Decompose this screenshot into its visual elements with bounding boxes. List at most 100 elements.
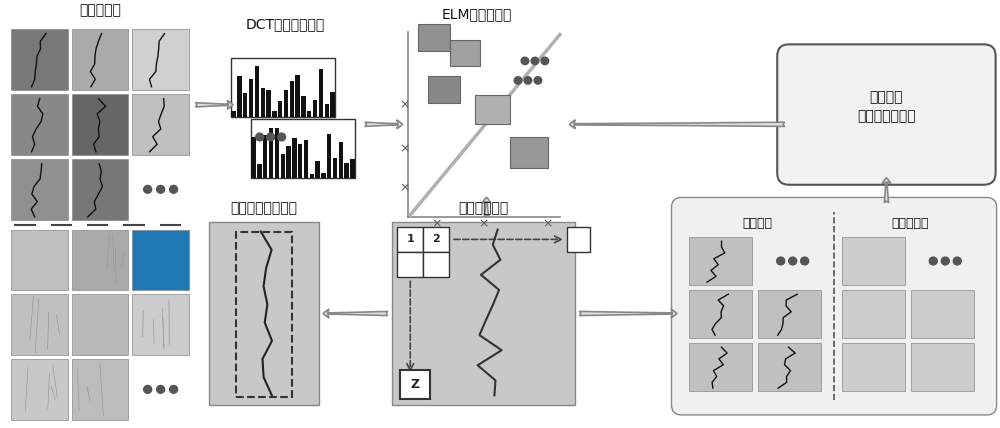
Text: 裂缝块图: 裂缝块图 xyxy=(743,217,773,230)
Bar xyxy=(292,137,297,178)
Bar xyxy=(423,227,449,252)
Bar xyxy=(72,159,128,220)
Circle shape xyxy=(157,185,165,193)
Circle shape xyxy=(256,133,264,141)
Bar xyxy=(251,119,355,178)
Circle shape xyxy=(531,57,539,65)
Bar xyxy=(428,75,460,103)
Bar xyxy=(132,230,189,291)
Bar xyxy=(237,76,242,116)
Bar xyxy=(261,88,265,116)
Bar xyxy=(567,227,590,252)
Text: 实际采集图像: 实际采集图像 xyxy=(458,201,509,215)
Bar xyxy=(392,222,575,405)
Circle shape xyxy=(157,386,165,393)
Circle shape xyxy=(170,386,178,393)
Bar xyxy=(255,66,259,116)
Text: DCT频域特征提取: DCT频域特征提取 xyxy=(246,18,325,32)
Bar xyxy=(263,135,267,178)
Bar xyxy=(758,291,821,338)
Bar xyxy=(236,232,292,397)
Text: ×: × xyxy=(543,217,553,230)
Bar xyxy=(132,94,189,155)
Bar xyxy=(423,252,449,277)
Text: ×: × xyxy=(478,217,488,230)
Bar xyxy=(72,94,128,155)
Bar xyxy=(310,174,314,178)
Bar xyxy=(11,94,68,155)
FancyBboxPatch shape xyxy=(672,197,997,415)
Bar xyxy=(333,158,337,178)
Bar xyxy=(475,95,510,124)
Bar xyxy=(842,238,905,285)
Bar xyxy=(400,370,430,399)
Circle shape xyxy=(789,257,797,265)
Bar xyxy=(209,222,319,405)
Circle shape xyxy=(941,257,949,265)
Bar xyxy=(278,101,282,116)
Circle shape xyxy=(534,77,542,84)
Text: ×: × xyxy=(399,181,410,194)
Bar xyxy=(266,90,271,116)
Circle shape xyxy=(144,386,152,393)
Bar xyxy=(307,111,311,116)
Bar xyxy=(251,137,256,178)
Circle shape xyxy=(267,133,275,141)
Circle shape xyxy=(278,133,286,141)
Bar xyxy=(510,137,548,168)
Bar xyxy=(397,252,423,277)
Circle shape xyxy=(514,77,522,84)
Bar xyxy=(11,294,68,355)
Bar xyxy=(269,128,273,178)
Circle shape xyxy=(521,57,529,65)
Bar xyxy=(272,111,277,116)
Bar xyxy=(842,291,905,338)
Bar xyxy=(758,343,821,390)
Bar xyxy=(275,128,279,178)
Text: 2: 2 xyxy=(432,235,440,244)
Bar xyxy=(286,146,291,178)
Text: 非裂缝块图: 非裂缝块图 xyxy=(892,217,929,230)
Bar xyxy=(11,230,68,291)
Bar xyxy=(313,100,317,116)
Circle shape xyxy=(953,257,961,265)
Text: 裂缝区域检测结果: 裂缝区域检测结果 xyxy=(230,201,297,215)
Bar xyxy=(11,359,68,420)
Bar xyxy=(243,93,247,116)
Bar xyxy=(231,58,335,116)
Text: ×: × xyxy=(399,142,410,155)
Bar xyxy=(689,343,752,390)
Text: 在线更新
裂缝区域检测器: 在线更新 裂缝区域检测器 xyxy=(857,90,916,124)
Text: Z: Z xyxy=(411,378,420,391)
Bar xyxy=(72,359,128,420)
Bar xyxy=(72,230,128,291)
Bar xyxy=(72,294,128,355)
Bar xyxy=(339,142,343,178)
Bar xyxy=(321,173,326,178)
Bar xyxy=(257,164,262,178)
Bar xyxy=(350,159,355,178)
Bar xyxy=(315,161,320,178)
Bar xyxy=(11,159,68,220)
Bar xyxy=(327,134,331,178)
Circle shape xyxy=(170,185,178,193)
Bar xyxy=(72,29,128,90)
Bar xyxy=(132,29,189,90)
Bar xyxy=(344,163,349,178)
Bar xyxy=(911,291,974,338)
Bar xyxy=(842,343,905,390)
Text: 训练样本库: 训练样本库 xyxy=(79,3,121,17)
Bar xyxy=(418,24,450,51)
Bar xyxy=(298,144,302,178)
Circle shape xyxy=(801,257,809,265)
Circle shape xyxy=(777,257,785,265)
Bar xyxy=(689,291,752,338)
Bar xyxy=(330,92,335,116)
Bar xyxy=(132,294,189,355)
Bar xyxy=(281,154,285,178)
Circle shape xyxy=(524,77,532,84)
Text: ELM检测分类器: ELM检测分类器 xyxy=(441,7,512,21)
Circle shape xyxy=(144,185,152,193)
Text: ×: × xyxy=(431,217,441,230)
Bar xyxy=(301,96,306,116)
